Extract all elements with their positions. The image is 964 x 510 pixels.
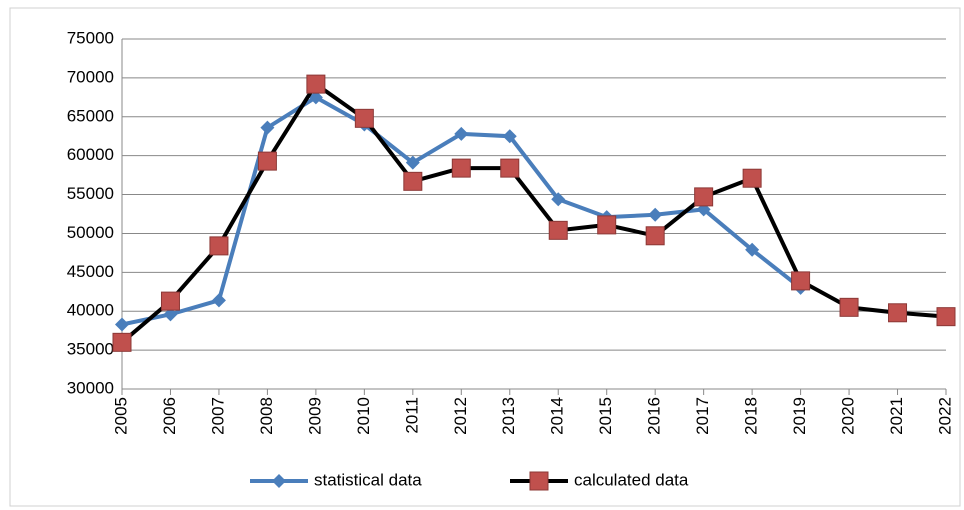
y-tick-label: 60000 [67, 145, 114, 164]
point [451, 158, 471, 178]
legend-marker [272, 474, 286, 488]
point [405, 155, 420, 170]
legend-label: statistical data [314, 470, 422, 489]
point [354, 108, 374, 128]
point [115, 317, 129, 332]
y-tick-label: 30000 [67, 378, 114, 397]
chart-frame [9, 7, 961, 507]
x-tick-label: 2012 [451, 397, 470, 435]
y-tick-label: 75000 [67, 28, 114, 47]
point [551, 192, 566, 207]
point [500, 158, 520, 178]
x-tick-label: 2005 [111, 397, 130, 435]
x-tick-label: 2018 [742, 397, 761, 435]
x-tick-label: 2009 [305, 397, 324, 435]
point [742, 168, 762, 188]
x-tick-label: 2015 [596, 397, 615, 435]
point [403, 171, 423, 191]
point [160, 291, 180, 311]
y-tick-label: 70000 [67, 67, 114, 86]
x-tick-label: 2020 [839, 397, 858, 435]
x-tick-label: 2017 [693, 397, 712, 435]
x-tick-label: 2013 [499, 397, 518, 435]
point [791, 271, 811, 291]
point [936, 307, 956, 327]
x-tick-label: 2019 [790, 397, 809, 435]
point [645, 226, 665, 246]
point [597, 215, 617, 235]
point [694, 187, 714, 207]
y-tick-label: 40000 [67, 301, 114, 320]
point [257, 151, 277, 171]
point [454, 126, 469, 141]
x-tick-label: 2022 [935, 397, 954, 435]
point [260, 120, 275, 135]
x-tick-label: 2021 [887, 397, 906, 435]
point [112, 332, 132, 352]
y-tick-label: 50000 [67, 223, 114, 242]
legend-marker [529, 471, 549, 491]
point [888, 303, 908, 323]
legend-label: calculated data [574, 470, 689, 489]
point [745, 242, 760, 257]
y-tick-label: 65000 [67, 106, 114, 125]
x-tick-label: 2016 [645, 397, 664, 435]
point [548, 220, 568, 240]
point [163, 307, 178, 322]
x-tick-label: 2007 [208, 397, 227, 435]
point [211, 293, 226, 308]
y-tick-label: 55000 [67, 184, 114, 203]
point [308, 90, 323, 105]
x-tick-label: 2014 [548, 397, 567, 435]
y-tick-label: 35000 [67, 340, 114, 359]
x-tick-label: 2006 [160, 397, 179, 435]
point [502, 129, 517, 144]
x-tick-label: 2010 [354, 397, 373, 435]
x-tick-label: 2011 [402, 397, 421, 434]
point [648, 207, 663, 222]
y-tick-label: 45000 [67, 262, 114, 281]
point [209, 236, 229, 256]
x-tick-label: 2008 [257, 397, 276, 435]
point [306, 74, 326, 94]
point [839, 297, 859, 317]
